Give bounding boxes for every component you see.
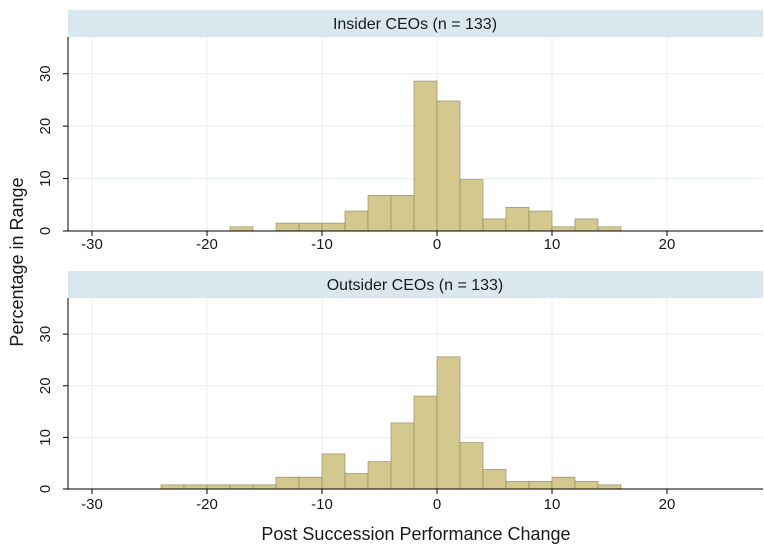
- histogram-bar: [597, 484, 622, 490]
- histogram-bar: [482, 218, 507, 232]
- x-tick-label: -10: [311, 496, 333, 513]
- histogram-bar: [482, 469, 507, 490]
- histogram-bar: [551, 226, 576, 232]
- histogram-bar: [413, 80, 438, 232]
- axes: -30-20-1001020300102030: [37, 37, 763, 253]
- histogram-bar: [367, 195, 392, 232]
- histogram-bar: [574, 218, 599, 232]
- x-tick-label: -10: [311, 236, 333, 253]
- x-tick-label: 10: [544, 496, 561, 513]
- x-tick-label: 0: [433, 496, 441, 513]
- histogram-bar: [160, 484, 185, 490]
- y-tick-label: 20: [37, 118, 54, 135]
- histogram-bar: [275, 476, 300, 490]
- x-tick-label: -30: [81, 496, 103, 513]
- x-tick-label: 0: [433, 236, 441, 253]
- histogram-bar: [413, 395, 438, 490]
- histogram-bar: [436, 356, 461, 490]
- histogram-bar: [183, 484, 208, 490]
- x-tick-label: -20: [196, 236, 218, 253]
- histogram-bar: [298, 222, 323, 232]
- y-axis-label: Percentage in Range: [7, 177, 27, 346]
- x-tick-label: 10: [544, 236, 561, 253]
- histogram-bars: [160, 356, 622, 490]
- histogram-bar: [597, 226, 622, 232]
- y-tick-label: 20: [37, 377, 54, 394]
- x-tick-label: -30: [81, 236, 103, 253]
- histogram-bar: [390, 422, 415, 490]
- histogram-bars: [229, 80, 622, 232]
- histogram-bar: [344, 473, 369, 490]
- histogram-bar: [436, 100, 461, 232]
- panel-title: Outsider CEOs (n = 133): [327, 277, 504, 294]
- histogram-bar: [229, 226, 254, 232]
- histogram-bar: [459, 179, 484, 232]
- histogram-bar: [367, 461, 392, 490]
- histogram-bar: [206, 484, 231, 490]
- x-tick-label: 20: [659, 236, 676, 253]
- histogram-bar: [252, 484, 277, 490]
- histogram-bar: [275, 222, 300, 232]
- histogram-bar: [505, 207, 530, 232]
- panel-strip: [68, 10, 763, 37]
- histogram-bar: [321, 453, 346, 490]
- insider-ceos-panel: Insider CEOs (n = 133) -30 -20 -10 0 10 20 30 0…: [37, 10, 763, 253]
- histogram-bar: [551, 476, 576, 490]
- axes: -30-20-1001020300102030: [37, 298, 763, 513]
- histogram-bar: [229, 484, 254, 490]
- histogram-bar: [459, 442, 484, 490]
- panel-title: Insider CEOs (n = 133): [333, 16, 497, 33]
- y-tick-label: 10: [37, 429, 54, 446]
- panel-strip: [68, 271, 763, 298]
- y-tick-label: 30: [37, 65, 54, 82]
- y-tick-label: 0: [37, 485, 54, 493]
- histogram-bar: [528, 210, 553, 232]
- y-tick-label: 30: [37, 326, 54, 343]
- x-tick-label: -20: [196, 496, 218, 513]
- histogram-bar: [344, 210, 369, 232]
- histogram-bar: [390, 195, 415, 232]
- histogram-bar: [574, 480, 599, 490]
- y-tick-label: 10: [37, 170, 54, 187]
- x-axis-label: Post Succession Performance Change: [261, 524, 570, 544]
- histogram-bar: [528, 480, 553, 490]
- histogram-bar: [298, 476, 323, 490]
- y-tick-label: 0: [37, 227, 54, 235]
- x-tick-label: 20: [659, 496, 676, 513]
- outsider-ceos-panel: Outsider CEOs (n = 133) -30 -20 -10 0 10 20 30…: [37, 271, 763, 513]
- histogram-bar: [321, 222, 346, 232]
- gridlines: [68, 37, 763, 231]
- histogram-bar: [505, 480, 530, 490]
